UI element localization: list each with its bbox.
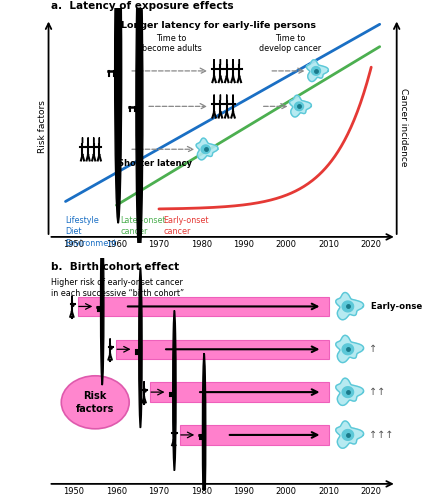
Text: Time to
become adults: Time to become adults: [142, 34, 202, 53]
Text: Time to
develop cancer: Time to develop cancer: [260, 34, 322, 53]
Circle shape: [203, 353, 206, 500]
Text: 1960: 1960: [106, 487, 127, 496]
Polygon shape: [311, 66, 320, 75]
Text: ↑↑↑: ↑↑↑: [369, 430, 393, 440]
Polygon shape: [295, 102, 303, 110]
FancyBboxPatch shape: [180, 425, 329, 444]
Text: 1970: 1970: [149, 240, 170, 248]
Text: 2020: 2020: [361, 487, 382, 496]
Text: a.  Latency of exposure effects: a. Latency of exposure effects: [51, 1, 233, 11]
Text: 1990: 1990: [233, 240, 254, 248]
Polygon shape: [342, 301, 354, 312]
Ellipse shape: [174, 432, 176, 436]
FancyBboxPatch shape: [150, 382, 329, 402]
Text: Later-onset
cancer: Later-onset cancer: [121, 216, 166, 236]
Text: b.  Birth cohort effect: b. Birth cohort effect: [51, 262, 179, 272]
Polygon shape: [201, 145, 210, 154]
Text: 1950: 1950: [63, 240, 84, 248]
FancyBboxPatch shape: [116, 340, 329, 359]
Text: Early-onset
cancer: Early-onset cancer: [163, 216, 208, 236]
Circle shape: [173, 310, 176, 471]
Polygon shape: [336, 378, 364, 406]
Ellipse shape: [61, 376, 129, 429]
Polygon shape: [342, 344, 354, 354]
Text: 2010: 2010: [318, 487, 339, 496]
Circle shape: [139, 268, 142, 428]
Polygon shape: [196, 138, 218, 160]
Text: 1990: 1990: [233, 487, 254, 496]
FancyBboxPatch shape: [78, 297, 329, 316]
Text: 1960: 1960: [106, 240, 127, 248]
Polygon shape: [336, 421, 364, 448]
Text: 1970: 1970: [149, 487, 170, 496]
Text: 2020: 2020: [361, 240, 382, 248]
Text: Risk
factors: Risk factors: [76, 391, 114, 413]
Text: Longer latency for early-life persons: Longer latency for early-life persons: [121, 20, 316, 30]
Text: 2000: 2000: [276, 240, 297, 248]
Ellipse shape: [72, 303, 75, 307]
Text: 1980: 1980: [191, 240, 212, 248]
Polygon shape: [342, 430, 354, 440]
Polygon shape: [336, 292, 364, 320]
Polygon shape: [342, 386, 354, 398]
Text: 2010: 2010: [318, 240, 339, 248]
Circle shape: [115, 0, 122, 223]
Text: 1980: 1980: [191, 487, 212, 496]
Text: Lifestyle
Diet
Environment: Lifestyle Diet Environment: [65, 216, 117, 248]
Text: ↑: ↑: [369, 344, 377, 354]
Text: 2000: 2000: [276, 487, 297, 496]
Ellipse shape: [110, 346, 113, 350]
Circle shape: [136, 0, 143, 258]
Polygon shape: [289, 95, 311, 117]
Text: Higher risk of early-onset cancer
in each successive “birth cohort”: Higher risk of early-onset cancer in eac…: [51, 278, 184, 298]
Text: ↑↑: ↑↑: [369, 387, 385, 397]
Text: 1950: 1950: [63, 487, 84, 496]
Text: Shorter latency: Shorter latency: [118, 158, 192, 168]
Ellipse shape: [144, 388, 147, 392]
Text: Risk factors: Risk factors: [38, 100, 47, 154]
Polygon shape: [306, 60, 328, 82]
Polygon shape: [336, 336, 364, 362]
Text: Cancer incidence: Cancer incidence: [398, 88, 408, 166]
Circle shape: [100, 224, 104, 385]
Text: Early-onset cancer incidence: Early-onset cancer incidence: [371, 302, 422, 311]
